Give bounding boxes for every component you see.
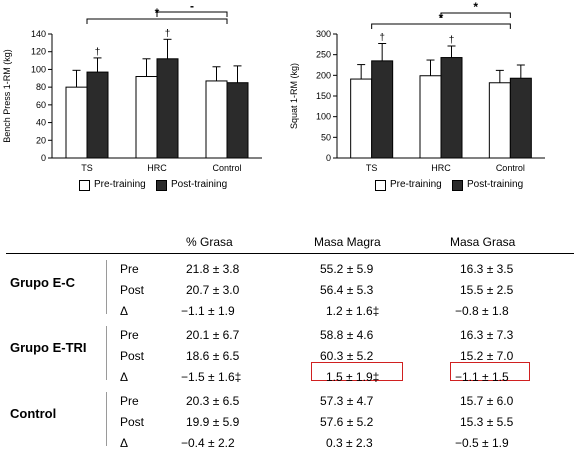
table-cell: 1.2 ± 1.6‡ [326,304,380,318]
y-tick-label: 60 [36,100,46,110]
legend-pre-label: Pre-training [94,179,146,190]
dagger-marker: † [95,47,101,58]
header-masa-grasa: Masa Grasa [450,235,516,249]
table-cell: 15.7 ± 6.0 [460,394,514,408]
y-tick-label: 250 [316,50,331,60]
table-cell: 56.4 ± 5.3 [320,283,374,297]
row-label: Δ [120,370,129,384]
table-cell: 58.8 ± 4.6 [320,328,374,342]
table-cell: 19.9 ± 5.9 [186,415,240,429]
dagger-marker: † [165,28,171,39]
table-cell: 21.8 ± 3.8 [186,262,240,276]
table-cell: 15.2 ± 7.0 [460,349,514,363]
x-tick-label: HRC [147,163,167,173]
table-header-rule [6,253,574,254]
y-tick-label: 120 [31,47,46,57]
bench-press-chart: 0 20 40 60 80 100 120 140 Bench Press 1-RM (kg) T… [2,0,262,173]
table-cell: 1.5 ± 1.9‡ [326,370,380,384]
legend-post-label: Post-training [467,179,524,190]
row-label: Post [120,349,145,363]
header-masa-magra: Masa Magra [314,235,381,249]
y-tick-label: 140 [31,29,46,39]
dagger-marker: † [379,33,385,44]
table-cell: 18.6 ± 6.5 [186,349,240,363]
table-cell: 15.5 ± 2.5 [460,283,514,297]
group-divider [106,392,107,446]
legend-pre-label: Pre-training [390,179,442,190]
significance-bracket [156,11,228,17]
y-tick-label: 80 [36,82,46,92]
row-label: Δ [120,304,129,318]
dagger-marker: † [449,35,455,46]
x-tick-label: TS [366,163,378,173]
group-divider [106,260,107,314]
table-cell: 20.3 ± 6.5 [186,394,240,408]
row-label: Post [120,283,145,297]
row-label: Pre [120,328,139,342]
row-label: Post [120,415,145,429]
table-cell: 20.7 ± 3.0 [186,283,240,297]
table-cell: 0.3 ± 2.3 [326,436,373,450]
table-cell: −0.8 ± 1.8 [455,304,509,318]
table-cell: 55.2 ± 5.9 [320,262,374,276]
table-cell: −1.5 ± 1.6‡ [181,370,242,384]
table-cell: 15.3 ± 5.5 [460,415,514,429]
table-cell: 20.1 ± 6.7 [186,328,240,342]
table-cell: −1.1 ± 1.9 [181,304,235,318]
legend-pre-swatch [375,180,386,191]
table-cell: 16.3 ± 7.3 [460,328,514,342]
table-cell: −0.4 ± 2.2 [181,436,235,450]
x-tick-label: Control [212,163,241,173]
legend-pre-swatch [79,180,90,191]
group-divider [106,326,107,380]
legend-post-label: Post-training [171,179,228,190]
table-cell: 57.3 ± 4.7 [320,394,374,408]
y-tick-label: 100 [316,112,331,122]
x-tick-label: HRC [431,163,451,173]
y-tick-label: 0 [41,153,46,163]
table-cell: 57.6 ± 5.2 [320,415,374,429]
y-tick-label: 40 [36,118,46,128]
x-tick-label: TS [81,163,93,173]
y-tick-label: 50 [321,132,331,142]
legend-post-swatch [156,180,167,191]
significance-label: * [473,0,478,14]
row-label: Pre [120,394,139,408]
y-axis-label: Bench Press 1-RM (kg) [2,49,12,143]
row-label: Δ [120,436,129,450]
significance-bracket [371,23,511,29]
legend-post-swatch [452,180,463,191]
significance-bracket [440,12,511,18]
highlight-box-masa-magra [311,362,403,381]
x-tick-label: Control [496,163,525,173]
group-name: Control [10,406,57,421]
header-grasa-pct: % Grasa [186,235,233,249]
table-cell: −1.1 ± 1.5 [455,370,509,384]
highlight-box-masa-grasa [450,362,530,381]
y-axis-label: Squat 1-RM (kg) [289,63,299,129]
y-tick-label: 0 [326,153,331,163]
group-name: Grupo E-C [10,275,75,290]
row-label: Pre [120,262,139,276]
y-tick-label: 200 [316,70,331,80]
significance-label: - [190,0,194,13]
significance-bracket [86,18,228,24]
group-name: Grupo E-TRI [10,340,87,355]
y-tick-label: 150 [316,91,331,101]
y-tick-label: 100 [31,64,46,74]
table-cell: 16.3 ± 3.5 [460,262,514,276]
table-cell: −0.5 ± 1.9 [455,436,509,450]
squat-chart: 0 50 100 150 200 250 300 Squat 1-RM (kg) TS † HRC †… [289,0,545,173]
y-tick-label: 300 [316,29,331,39]
table-cell: 60.3 ± 5.2 [320,349,374,363]
y-tick-label: 20 [36,135,46,145]
